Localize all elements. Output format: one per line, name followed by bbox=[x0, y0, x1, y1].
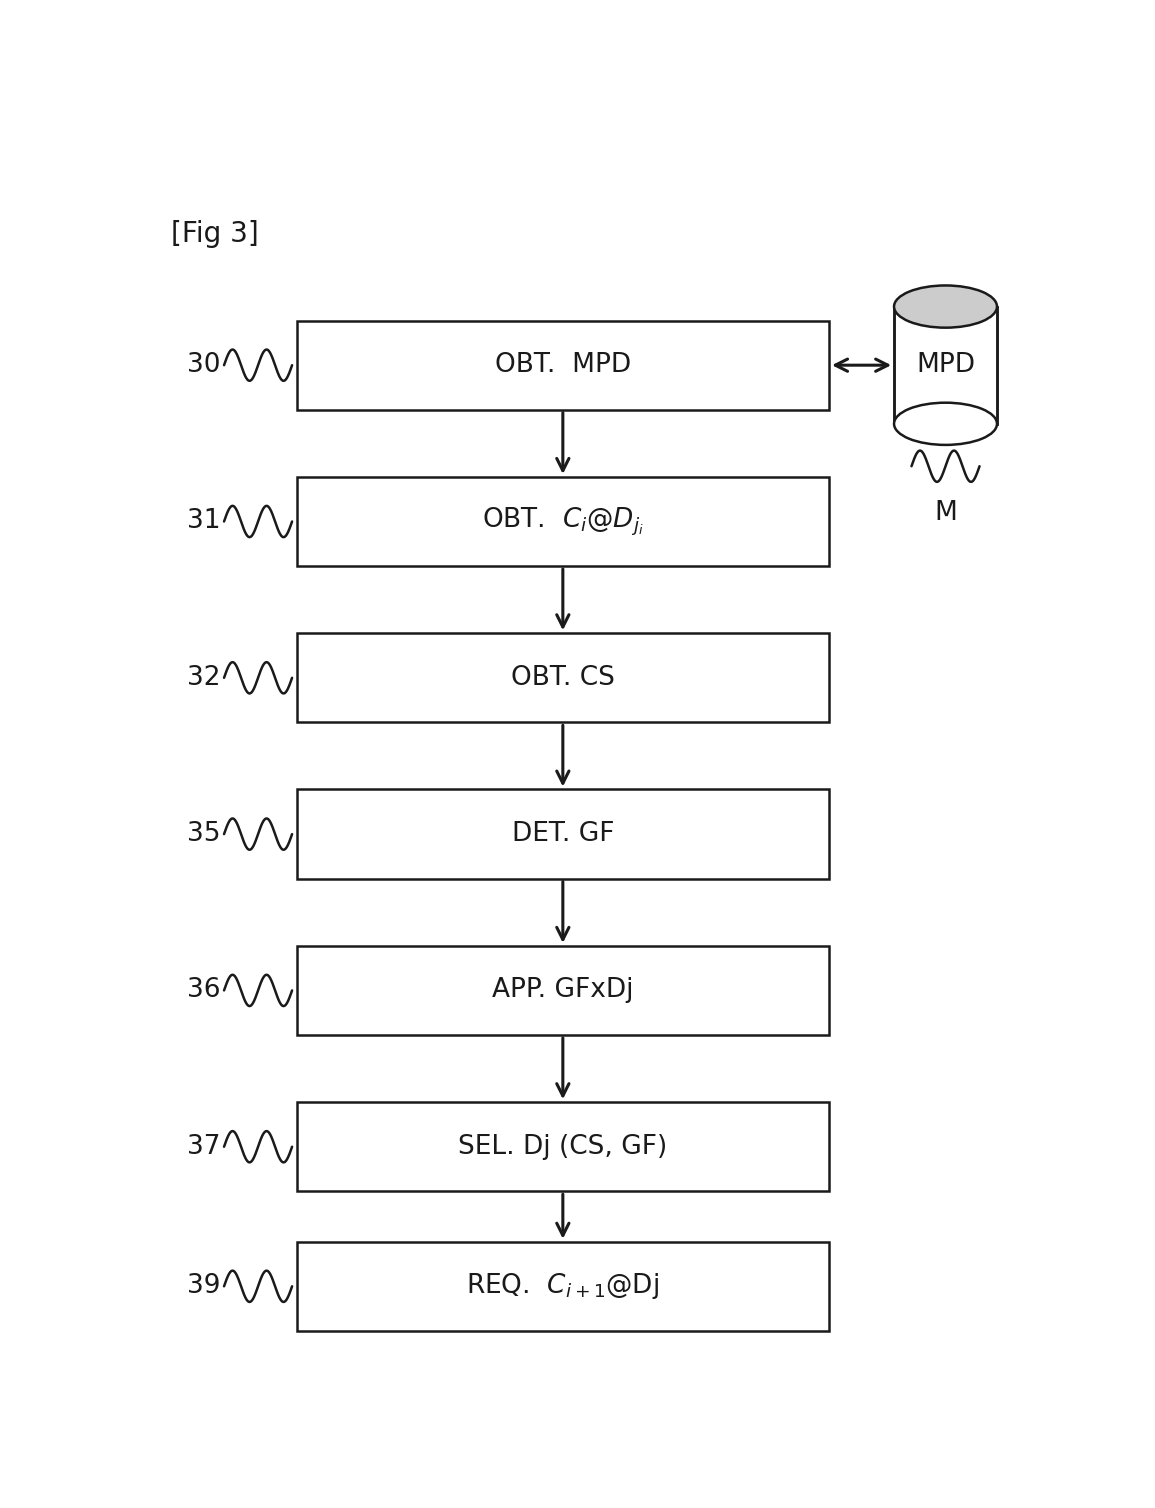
FancyBboxPatch shape bbox=[297, 1102, 829, 1191]
Text: M: M bbox=[934, 499, 957, 526]
Text: 35: 35 bbox=[187, 822, 221, 847]
FancyBboxPatch shape bbox=[297, 1241, 829, 1332]
FancyBboxPatch shape bbox=[894, 306, 997, 424]
Text: OBT. CS: OBT. CS bbox=[511, 665, 614, 691]
Text: 37: 37 bbox=[187, 1134, 221, 1160]
Text: 32: 32 bbox=[187, 665, 221, 691]
Text: MPD: MPD bbox=[916, 353, 975, 379]
FancyBboxPatch shape bbox=[297, 946, 829, 1034]
Text: OBT.  MPD: OBT. MPD bbox=[494, 353, 631, 379]
Ellipse shape bbox=[894, 403, 997, 445]
Text: DET. GF: DET. GF bbox=[512, 822, 614, 847]
FancyBboxPatch shape bbox=[297, 790, 829, 879]
Text: 39: 39 bbox=[187, 1273, 221, 1300]
Text: 31: 31 bbox=[187, 508, 221, 534]
Ellipse shape bbox=[894, 285, 997, 327]
FancyBboxPatch shape bbox=[297, 633, 829, 722]
Text: SEL. Dj (CS, GF): SEL. Dj (CS, GF) bbox=[459, 1134, 668, 1160]
Text: REQ.  $C_{i+1}$@Dj: REQ. $C_{i+1}$@Dj bbox=[467, 1271, 660, 1301]
FancyBboxPatch shape bbox=[297, 477, 829, 566]
Text: 30: 30 bbox=[187, 353, 221, 379]
Text: 36: 36 bbox=[187, 977, 221, 1003]
FancyBboxPatch shape bbox=[297, 321, 829, 410]
Text: [Fig 3]: [Fig 3] bbox=[171, 220, 259, 247]
Text: OBT.  $C_i$@$D_{j_i}$: OBT. $C_i$@$D_{j_i}$ bbox=[482, 505, 643, 538]
Text: APP. GFxDj: APP. GFxDj bbox=[492, 977, 634, 1003]
